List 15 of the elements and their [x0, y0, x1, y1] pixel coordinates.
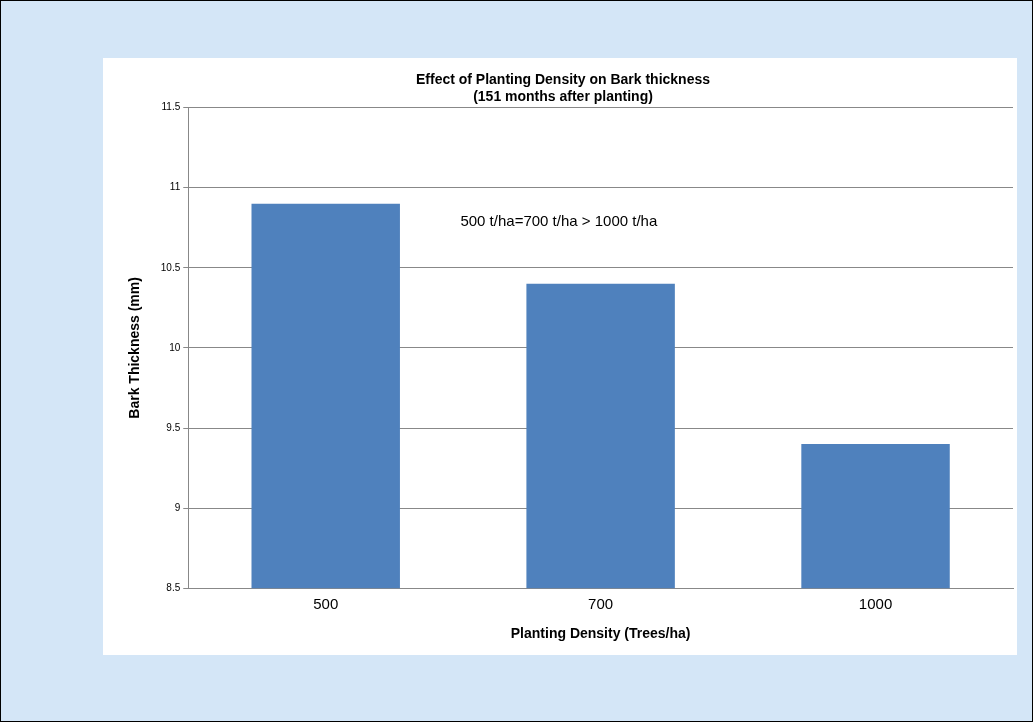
x-tick-label: 700 [588, 595, 614, 613]
x-axis-title: Planting Density (Trees/ha) [510, 625, 691, 642]
x-tick-label: 1000 [858, 595, 893, 613]
y-tick-label: 11 [169, 181, 181, 193]
y-tick-label: 9 [174, 501, 181, 513]
y-tick-label: 10 [169, 341, 181, 353]
y-tick-label: 11.5 [161, 101, 181, 113]
annotation: 500 t/ha=700 t/ha > 1000 t/ha [460, 211, 658, 229]
x-tick-label: 500 [313, 595, 339, 613]
chart-subtitle: (151 months after planting) [473, 88, 653, 105]
chart-title: Effect of Planting Density on Bark thickness [415, 71, 711, 88]
y-tick-label: 8.5 [166, 581, 181, 593]
y-tick-label: 9.5 [166, 421, 181, 433]
y-tick-label: 10.5 [160, 261, 181, 273]
y-axis-title: Bark Thickness (mm) [126, 277, 143, 419]
